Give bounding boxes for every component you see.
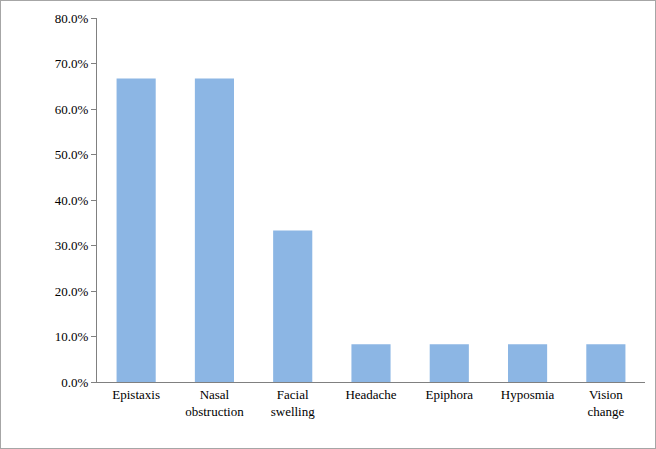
svg-text:50.0%: 50.0% <box>55 147 89 162</box>
svg-text:80.0%: 80.0% <box>55 11 89 26</box>
svg-text:Epiphora: Epiphora <box>425 387 473 402</box>
svg-text:Visionchange: Visionchange <box>587 387 624 419</box>
svg-text:Headache: Headache <box>345 387 396 402</box>
svg-text:0.0%: 0.0% <box>61 375 88 390</box>
svg-text:Facialswelling: Facialswelling <box>271 387 316 419</box>
svg-text:Hyposmia: Hyposmia <box>501 387 555 402</box>
svg-text:70.0%: 70.0% <box>55 56 89 71</box>
svg-text:Nasalobstruction: Nasalobstruction <box>185 387 244 419</box>
svg-text:10.0%: 10.0% <box>55 329 89 344</box>
svg-text:30.0%: 30.0% <box>55 238 89 253</box>
svg-text:Epistaxis: Epistaxis <box>112 387 160 402</box>
svg-text:40.0%: 40.0% <box>55 193 89 208</box>
svg-text:60.0%: 60.0% <box>55 102 89 117</box>
svg-text:20.0%: 20.0% <box>55 284 89 299</box>
